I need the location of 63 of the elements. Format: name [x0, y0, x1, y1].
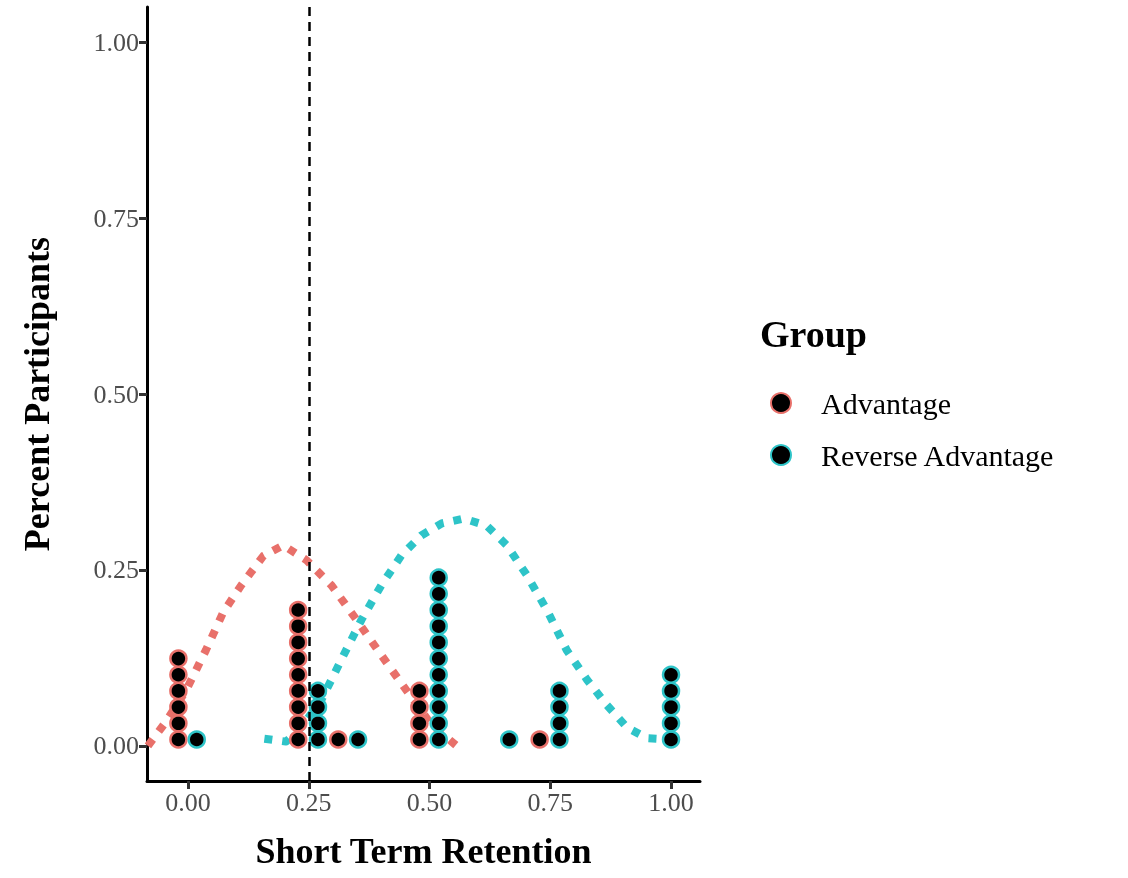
point — [169, 730, 188, 749]
x-tick-label: 0.75 — [527, 787, 574, 817]
point — [410, 714, 429, 733]
point — [288, 600, 308, 620]
x-tick-label: 1.00 — [648, 787, 694, 817]
point — [550, 697, 569, 717]
point — [169, 681, 188, 701]
point — [429, 730, 448, 749]
point — [429, 714, 448, 733]
point — [169, 649, 188, 668]
point — [288, 697, 308, 717]
point — [288, 616, 308, 636]
point — [429, 633, 448, 652]
point — [410, 697, 429, 717]
x-tick-label: 0.00 — [165, 787, 211, 817]
point — [429, 681, 448, 701]
point — [169, 714, 188, 733]
point — [530, 730, 549, 749]
point — [661, 681, 681, 701]
point — [661, 714, 681, 733]
point — [429, 600, 448, 620]
point — [661, 697, 681, 717]
point — [429, 584, 448, 604]
point — [550, 714, 569, 733]
point — [288, 730, 308, 749]
legend-title: Group — [760, 313, 868, 355]
point — [410, 730, 429, 749]
point — [661, 730, 681, 749]
point — [410, 681, 429, 701]
x-tick-label: 0.50 — [406, 787, 453, 817]
point — [308, 681, 328, 701]
y-tick-label: 0.00 — [93, 731, 139, 761]
point — [348, 730, 368, 749]
y-axis-title: Percent Participants — [17, 236, 57, 552]
point — [169, 697, 188, 717]
legend-label: Reverse Advantage — [821, 438, 1054, 472]
point — [288, 633, 308, 652]
point — [550, 681, 569, 701]
point — [288, 649, 308, 668]
point — [429, 697, 448, 717]
point — [288, 714, 308, 733]
point — [308, 714, 328, 733]
point — [187, 730, 206, 749]
point — [169, 665, 188, 684]
y-tick-label: 0.75 — [93, 203, 139, 233]
point — [429, 616, 448, 636]
x-tick-label: 0.25 — [286, 787, 332, 817]
point — [661, 665, 681, 684]
y-tick-label: 1.00 — [93, 27, 139, 57]
y-tick-label: 0.25 — [93, 555, 139, 585]
point — [288, 681, 308, 701]
point — [329, 730, 348, 749]
point — [429, 568, 448, 587]
point — [429, 649, 448, 668]
point — [308, 730, 328, 749]
point — [308, 697, 328, 717]
y-tick-label: 0.50 — [93, 379, 139, 409]
point — [550, 730, 569, 749]
x-axis-title: Short Term Retention — [255, 831, 592, 871]
point — [429, 665, 448, 684]
point — [288, 665, 308, 684]
legend-label: Advantage — [821, 386, 951, 420]
point — [499, 730, 519, 749]
